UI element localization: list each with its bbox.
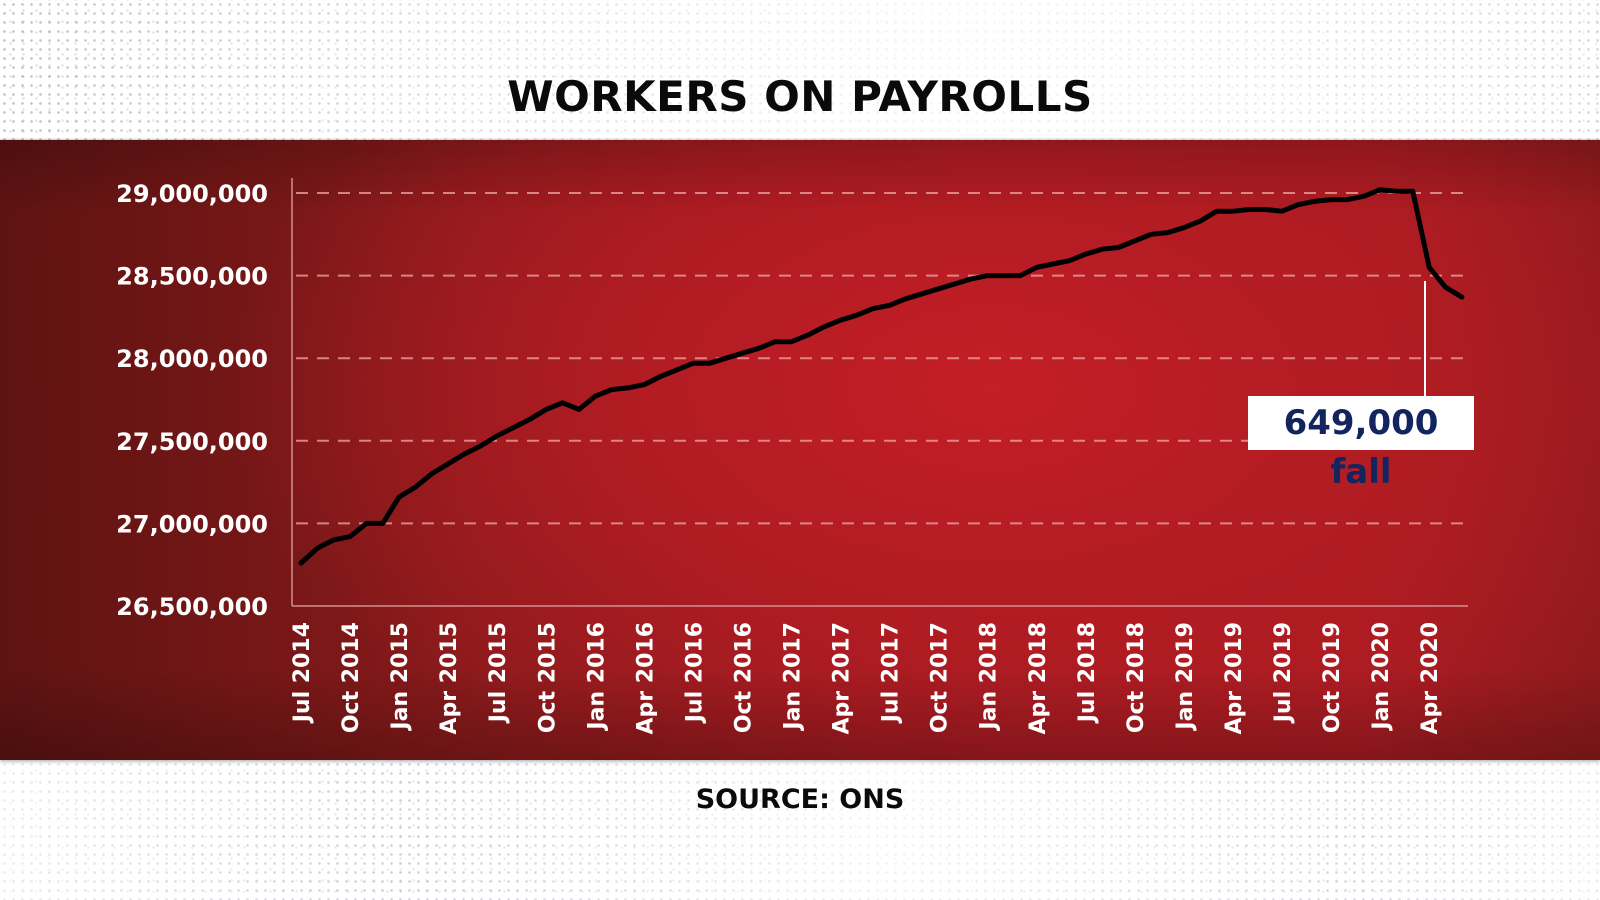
x-tick-label: Jul 2019 (1271, 622, 1296, 724)
y-tick-label: 27,000,000 (116, 510, 268, 538)
x-tick-label: Jan 2018 (977, 622, 1002, 732)
chart-panel (0, 140, 1600, 760)
x-tick-label: Oct 2016 (731, 622, 756, 733)
y-tick-label: 28,500,000 (116, 263, 268, 291)
x-axis-labels: Jul 2014 Oct 2014 Jan 2015 Apr 2015 Jul 2015… (290, 622, 1443, 735)
x-tick-label: Apr 2017 (830, 622, 855, 735)
x-tick-label: Apr 2018 (1026, 622, 1051, 735)
x-tick-label: Jul 2016 (682, 622, 707, 724)
x-tick-label: Oct 2014 (339, 622, 364, 733)
x-tick-label: Apr 2016 (633, 622, 658, 735)
dotted-background-top (0, 0, 1600, 140)
chart-title: WORKERS ON PAYROLLS (507, 72, 1093, 121)
y-axis-labels: 29,000,000 28,500,000 28,000,000 27,500,000… (116, 180, 268, 621)
callout-value: 649,000 (1283, 403, 1439, 443)
x-tick-label: Oct 2018 (1124, 622, 1149, 733)
x-tick-label: Apr 2020 (1418, 622, 1443, 735)
x-tick-label: Jul 2017 (879, 622, 904, 724)
y-tick-label: 29,000,000 (116, 180, 268, 208)
y-tick-label: 26,500,000 (116, 593, 268, 621)
x-tick-label: Jan 2019 (1173, 622, 1198, 732)
x-tick-label: Apr 2015 (437, 622, 462, 735)
x-tick-label: Jul 2014 (290, 622, 315, 724)
dotted-background-bottom (0, 760, 1600, 900)
x-tick-label: Apr 2019 (1222, 622, 1247, 735)
y-tick-label: 27,500,000 (116, 428, 268, 456)
x-tick-label: Jan 2017 (781, 622, 806, 732)
callout-label: fall (1330, 452, 1392, 492)
payrolls-line (298, 187, 1465, 566)
x-tick-label: Oct 2017 (928, 622, 953, 733)
callout-leader-line (1424, 281, 1426, 396)
x-tick-label: Oct 2015 (535, 622, 560, 733)
source-note: SOURCE: ONS (695, 784, 905, 815)
x-tick-label: Jan 2016 (584, 622, 609, 732)
x-tick-label: Jan 2015 (388, 622, 413, 732)
x-tick-label: Jul 2018 (1075, 622, 1100, 724)
x-tick-label: Jul 2015 (486, 622, 511, 724)
callout-value-box: 649,000 (1248, 396, 1474, 450)
x-tick-label: Oct 2019 (1320, 622, 1345, 733)
y-tick-label: 28,000,000 (116, 345, 268, 373)
x-tick-label: Jan 2020 (1369, 622, 1394, 732)
